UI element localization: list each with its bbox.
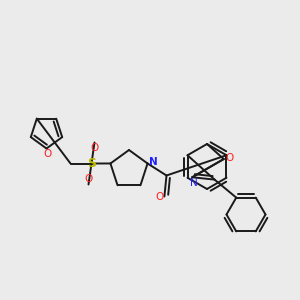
Text: N: N — [190, 178, 198, 188]
Text: O: O — [90, 143, 99, 153]
Text: S: S — [87, 157, 96, 170]
Text: O: O — [43, 149, 52, 159]
Text: O: O — [155, 191, 163, 202]
Text: N: N — [148, 157, 157, 167]
Text: O: O — [84, 174, 93, 184]
Text: O: O — [225, 153, 233, 163]
